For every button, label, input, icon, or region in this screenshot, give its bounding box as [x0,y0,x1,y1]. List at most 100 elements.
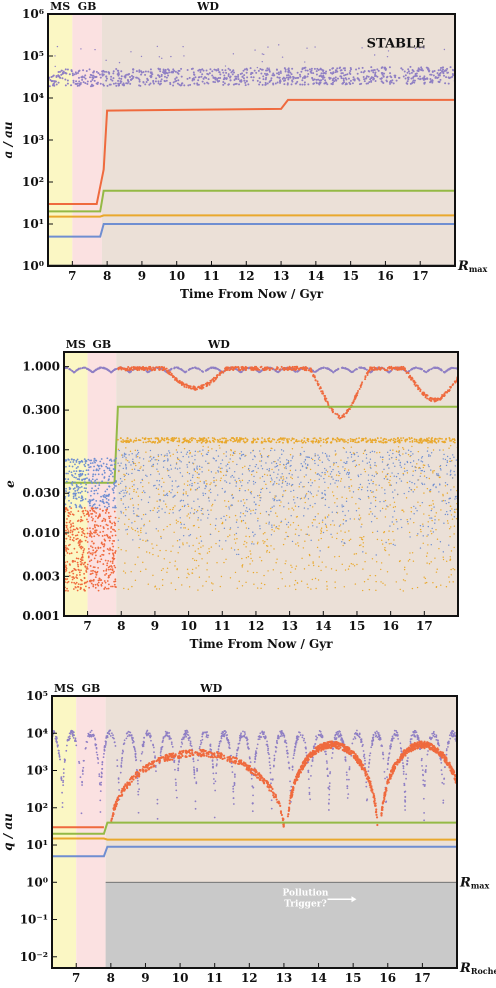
data-point [210,379,213,382]
data-point [264,532,266,534]
data-point [359,483,362,486]
data-point [201,455,204,457]
data-point [342,505,345,508]
data-point [355,368,358,371]
data-point [253,475,255,478]
data-point [155,366,158,369]
data-point [419,47,421,49]
data-point [287,76,290,79]
data-point [182,544,184,546]
data-point [245,535,247,538]
data-point [111,549,114,552]
data-point [177,444,180,447]
data-point [252,449,255,452]
data-point [432,503,435,505]
data-point [105,523,108,526]
data-point [230,366,233,369]
data-point [125,440,128,443]
data-point [123,473,125,476]
data-point [132,366,135,369]
data-point [318,441,321,443]
data-point [393,539,395,541]
data-point [80,559,83,562]
data-point [417,501,419,503]
data-point [211,505,213,507]
data-point [196,476,199,479]
data-point [111,79,114,82]
data-point [154,586,156,588]
data-point [282,463,285,466]
data-point [260,559,263,562]
data-point [283,490,285,492]
data-point [323,477,325,480]
data-point [104,559,107,562]
data-point [263,72,266,75]
data-point [439,467,442,470]
data-point [132,510,135,512]
data-point [340,459,342,461]
data-point [240,437,243,440]
data-point [358,518,360,520]
data-point [443,48,446,51]
data-point [172,496,174,498]
data-point [65,567,68,570]
data-point [307,456,310,458]
data-point [389,504,391,506]
data-point [157,454,160,456]
data-point [410,377,413,380]
data-point [211,74,214,77]
data-point [66,79,69,82]
data-point [211,503,214,506]
data-point [244,455,246,457]
data-point [397,493,399,495]
data-point [314,462,316,465]
data-point [125,492,128,494]
data-point [429,490,432,493]
data-point [225,71,228,74]
data-point [389,80,392,83]
data-point [424,577,427,580]
data-point [197,451,199,453]
data-point [360,439,363,442]
data-point [95,549,98,552]
data-point [252,79,255,82]
data-point [260,582,263,584]
data-point [205,580,207,583]
data-point [228,516,231,518]
data-point [406,518,408,521]
data-point [335,453,337,455]
data-point [105,568,108,571]
data-point [160,75,163,78]
y-tick-label: 10² [22,175,44,189]
data-point [93,79,96,82]
data-point [179,467,181,469]
data-point [225,481,228,483]
data-point [444,485,447,487]
data-point [149,82,152,85]
data-point [65,564,67,567]
data-point [167,369,170,372]
data-point [439,449,441,451]
data-point [72,572,75,575]
data-point [259,491,262,494]
data-point [145,451,147,453]
data-point [70,84,73,87]
data-point [160,439,162,442]
data-point [59,70,62,73]
data-point [217,69,220,72]
data-point [274,82,277,85]
data-point [418,441,421,444]
data-point [176,486,179,488]
data-point [227,67,230,70]
data-point [106,84,109,87]
data-point [180,461,182,463]
data-point [334,76,337,79]
data-point [116,69,119,72]
data-point [76,551,78,554]
data-point [260,587,262,590]
data-point [167,458,169,460]
data-point [449,457,451,460]
data-point [376,517,378,520]
data-point [103,70,106,73]
data-point [244,365,247,368]
